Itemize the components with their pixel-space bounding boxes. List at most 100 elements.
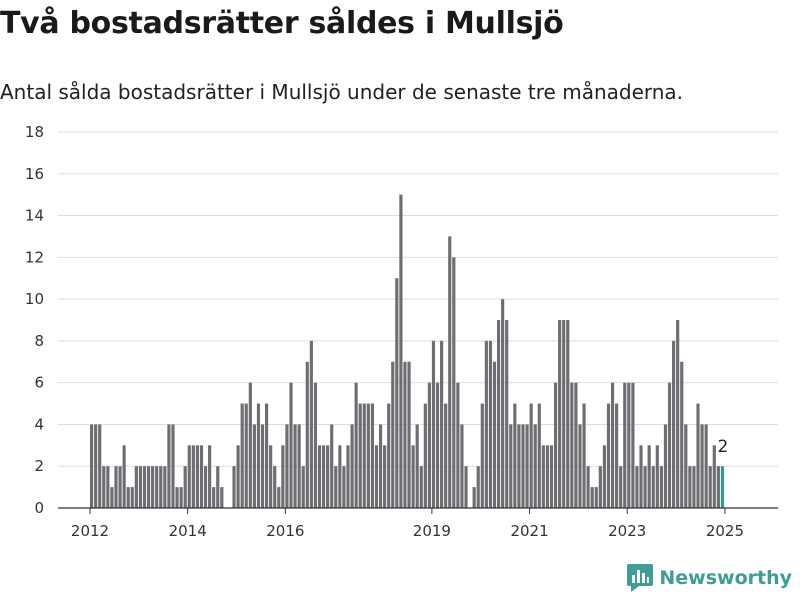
bar <box>317 445 322 508</box>
bar <box>578 424 582 508</box>
bar <box>582 403 586 508</box>
bar <box>570 382 574 508</box>
bar <box>452 257 456 508</box>
bar <box>273 466 277 508</box>
bar <box>419 466 423 508</box>
bar <box>90 424 94 508</box>
bar-chart: 0 2 4 6 8 10 12 14 16 18 2 2012 2014 2016 2019 2021 2023… <box>25 123 778 540</box>
bar <box>256 403 261 508</box>
bar <box>631 382 635 508</box>
bar <box>480 403 484 508</box>
chart-subtitle: Antal sålda bostadsrätter i Mullsjö unde… <box>0 80 684 104</box>
bar <box>175 487 179 508</box>
bar <box>411 445 415 508</box>
bar <box>305 361 309 508</box>
x-tick-label-2014: 2014 <box>169 522 207 540</box>
bar <box>513 403 517 508</box>
bar <box>574 382 578 508</box>
bar <box>399 194 403 509</box>
bar <box>659 466 663 508</box>
bar <box>537 403 541 508</box>
bar <box>216 466 220 508</box>
bar-highlight <box>720 466 725 508</box>
chart-title: Två bostadsrätter såldes i Mullsjö <box>0 6 564 41</box>
bar <box>342 466 346 508</box>
y-tick-label-8: 8 <box>34 332 44 350</box>
bar <box>236 445 240 508</box>
bar <box>118 466 122 508</box>
bar <box>277 487 281 508</box>
bar <box>326 445 330 508</box>
bar <box>232 466 236 508</box>
bar <box>94 424 98 508</box>
bar <box>334 466 338 508</box>
bar <box>252 424 256 508</box>
bar <box>615 403 619 508</box>
bar <box>497 320 501 508</box>
bar <box>203 466 208 508</box>
bar <box>488 340 493 508</box>
bar <box>358 403 362 508</box>
bar <box>517 424 521 508</box>
bar <box>301 466 305 508</box>
brand-name: Newsworthy <box>659 567 792 589</box>
bar <box>146 466 151 508</box>
bar <box>171 424 175 508</box>
x-tick-label-2025: 2025 <box>706 522 744 540</box>
bar <box>208 445 212 508</box>
bar <box>309 340 313 508</box>
y-tick-label-10: 10 <box>25 290 44 308</box>
bar <box>647 445 651 508</box>
bar <box>501 299 505 508</box>
bar <box>281 445 285 508</box>
bar <box>562 320 566 508</box>
bar <box>505 320 509 508</box>
bar <box>159 466 163 508</box>
bar <box>684 424 688 508</box>
bar <box>126 487 130 508</box>
bar <box>260 424 265 508</box>
bar <box>350 424 354 508</box>
bar <box>199 445 204 508</box>
bar <box>285 424 289 508</box>
y-tick-label-14: 14 <box>25 207 44 225</box>
bar <box>667 382 672 508</box>
bar <box>566 320 570 508</box>
bar <box>529 403 533 508</box>
x-tick-label-2021: 2021 <box>510 522 548 540</box>
bar <box>672 340 676 508</box>
bar <box>212 487 216 508</box>
bar <box>602 445 606 508</box>
bar <box>623 382 627 508</box>
bar <box>403 361 407 508</box>
bar <box>179 487 183 508</box>
bar <box>553 382 558 508</box>
bar <box>692 466 696 508</box>
bar <box>509 424 513 508</box>
y-tick-label-0: 0 <box>34 499 44 517</box>
chart-logo-icon <box>627 564 654 592</box>
bar <box>431 340 436 508</box>
bar <box>460 424 464 508</box>
bar <box>387 403 391 508</box>
bar <box>639 445 643 508</box>
bar <box>167 424 171 508</box>
bar <box>700 424 704 508</box>
bar <box>183 466 187 508</box>
bar <box>427 382 431 508</box>
bar <box>651 466 655 508</box>
bar <box>321 445 326 508</box>
bar <box>655 445 659 508</box>
y-tick-label-2: 2 <box>34 457 44 475</box>
bar <box>114 466 118 508</box>
bar <box>366 403 370 508</box>
bar <box>293 424 297 508</box>
bar <box>151 466 155 508</box>
bar <box>142 466 147 508</box>
bar <box>297 424 301 508</box>
bar <box>558 320 562 508</box>
bar <box>155 466 159 508</box>
y-tick-label-6: 6 <box>34 374 44 392</box>
bar <box>244 403 248 508</box>
bar <box>676 320 680 508</box>
